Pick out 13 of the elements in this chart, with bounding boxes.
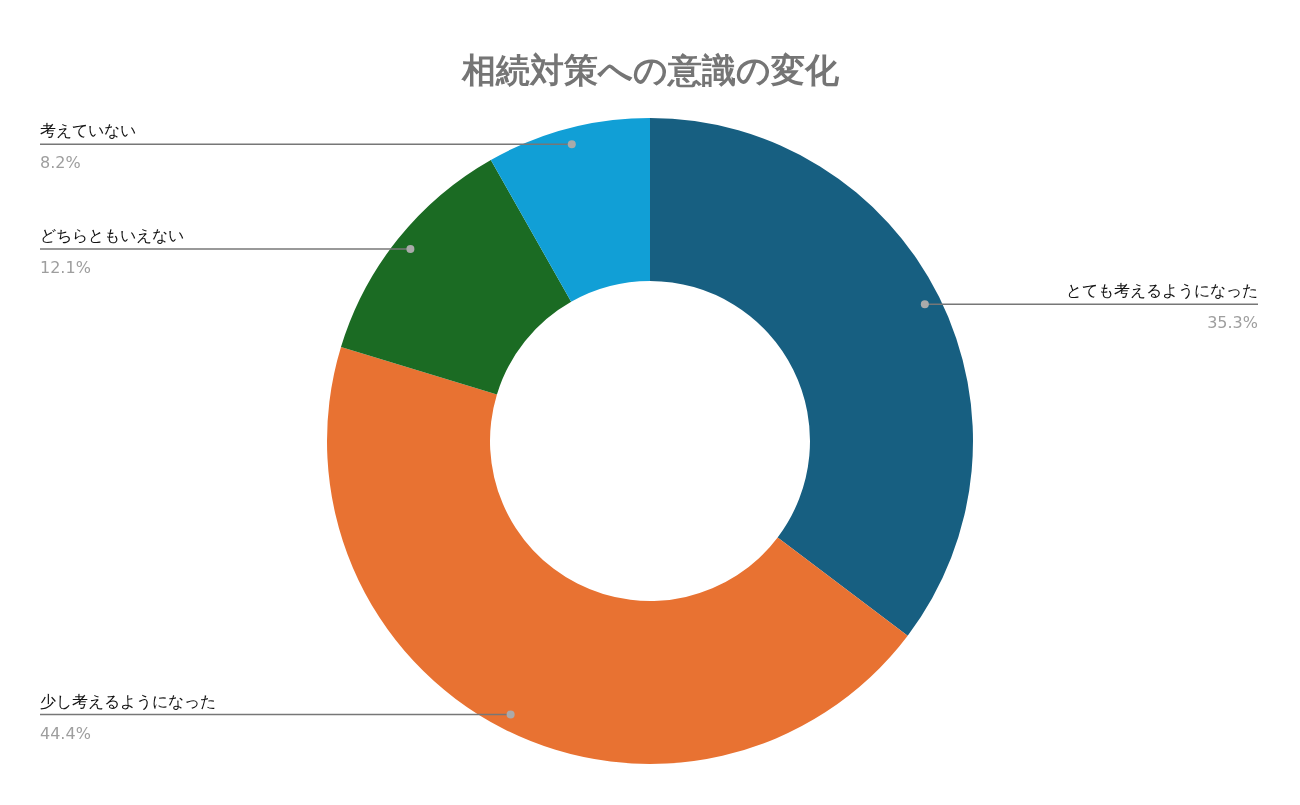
data-label: 35.3% [1207,313,1258,333]
donut-slice [340,159,572,395]
data-label: 8.2% [40,153,81,173]
donut-slice [650,118,973,636]
slice-label: 考えていない [40,121,136,141]
donut-slice [327,347,908,764]
chart-title: 相続対策への意識の変化 [460,50,840,90]
data-label: 44.4% [40,723,91,743]
donut-slice [490,118,650,302]
data-label: 12.1% [40,258,91,278]
slice-label: どちらともいえない [40,226,184,246]
slice-label: とても考えるようになった [1066,281,1258,301]
slice-label: 少し考えるようになった [40,691,216,711]
